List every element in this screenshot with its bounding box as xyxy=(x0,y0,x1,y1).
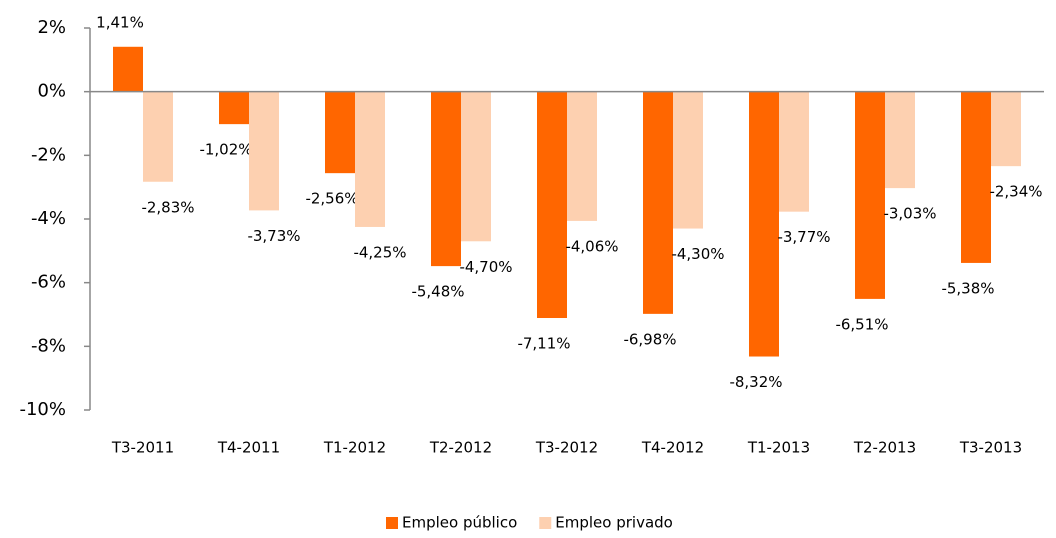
value-label: -3,77% xyxy=(777,228,830,246)
value-label: -4,06% xyxy=(565,237,618,255)
bar xyxy=(855,91,885,299)
y-tick-label: -6% xyxy=(31,272,66,293)
value-label: -8,32% xyxy=(729,373,782,391)
value-label: -4,70% xyxy=(459,258,512,276)
x-tick-label: T3-2012 xyxy=(535,439,598,457)
bar xyxy=(143,91,173,182)
bar xyxy=(325,91,355,174)
bar xyxy=(113,46,143,92)
legend-swatch xyxy=(386,517,398,529)
bar xyxy=(643,91,673,314)
value-label: -3,03% xyxy=(883,205,936,223)
y-tick-label: -10% xyxy=(19,399,66,420)
value-label: -3,73% xyxy=(247,227,300,245)
x-tick-label: T1-2012 xyxy=(323,439,386,457)
y-tick-label: -8% xyxy=(31,335,66,356)
value-label: -5,38% xyxy=(941,279,994,297)
x-tick-label: T4-2012 xyxy=(641,439,704,457)
legend-label: Empleo público xyxy=(402,514,517,532)
bar xyxy=(991,91,1021,167)
value-label: -4,30% xyxy=(671,245,724,263)
bar xyxy=(537,91,567,319)
bar xyxy=(885,91,915,189)
bar xyxy=(461,91,491,242)
x-tick-label: T3-2011 xyxy=(111,439,174,457)
bar xyxy=(249,91,279,211)
x-tick-label: T1-2013 xyxy=(747,439,810,457)
value-label: -6,98% xyxy=(623,330,676,348)
value-label: -2,34% xyxy=(989,183,1042,201)
bar xyxy=(961,91,991,263)
legend-label: Empleo privado xyxy=(555,514,673,532)
bar xyxy=(219,91,249,125)
bar xyxy=(567,91,597,221)
value-label: -6,51% xyxy=(835,315,888,333)
value-label: -4,25% xyxy=(353,243,406,261)
value-label: -5,48% xyxy=(411,283,464,301)
y-tick-label: 2% xyxy=(37,17,66,38)
bar xyxy=(355,91,385,227)
bar xyxy=(431,91,461,267)
x-tick-label: T4-2011 xyxy=(217,439,280,457)
y-tick-label: -2% xyxy=(31,144,66,165)
value-label: -2,83% xyxy=(141,198,194,216)
bar xyxy=(673,91,703,229)
value-label: -1,02% xyxy=(199,141,252,159)
value-label: -7,11% xyxy=(517,335,570,353)
legend-swatch xyxy=(539,517,552,529)
x-tick-label: T2-2012 xyxy=(429,439,492,457)
bar xyxy=(779,91,809,212)
x-tick-label: T2-2013 xyxy=(853,439,916,457)
bar xyxy=(749,91,779,357)
value-label: -2,56% xyxy=(305,190,358,208)
y-tick-label: -4% xyxy=(31,208,66,229)
x-tick-label: T3-2013 xyxy=(959,439,1022,457)
value-label: 1,41% xyxy=(96,13,144,31)
y-tick-label: 0% xyxy=(37,81,66,102)
